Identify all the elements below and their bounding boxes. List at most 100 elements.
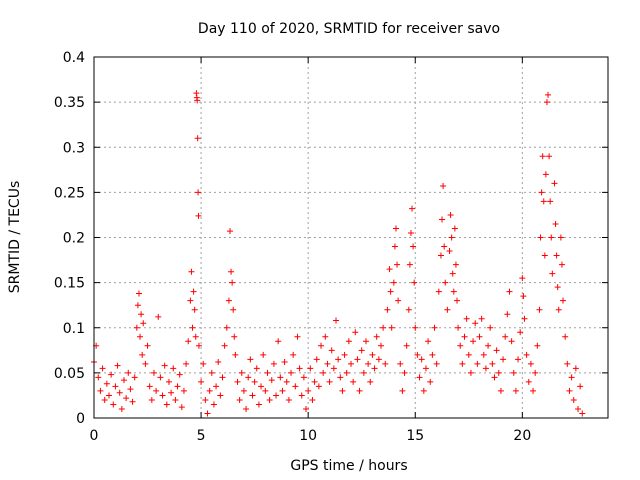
y-tick-label: 0.2 (63, 231, 85, 247)
data-point (95, 374, 102, 381)
y-tick-label: 0.15 (54, 276, 85, 292)
data-point (217, 392, 224, 399)
y-tick-label: 0 (76, 411, 85, 427)
data-point (305, 387, 312, 394)
data-point (150, 369, 157, 376)
data-point (123, 395, 130, 402)
data-point (195, 189, 202, 196)
data-point (258, 383, 265, 390)
data-point (348, 360, 354, 367)
data-point (264, 369, 271, 376)
data-point (416, 374, 423, 381)
data-point (521, 315, 528, 322)
data-point (572, 365, 579, 372)
data-point (517, 329, 524, 336)
data-point (362, 338, 369, 345)
data-point (545, 91, 552, 98)
data-point (200, 360, 207, 367)
data-point (354, 356, 361, 363)
data-point (387, 288, 394, 295)
data-point (236, 396, 243, 403)
data-point (431, 324, 438, 331)
data-point (188, 268, 195, 275)
data-point (547, 198, 554, 205)
data-point (223, 324, 230, 331)
data-point (125, 369, 132, 376)
x-tick-label: 5 (197, 428, 206, 444)
data-point (163, 401, 170, 408)
data-point (202, 396, 209, 403)
data-point (429, 351, 436, 358)
data-point (155, 313, 162, 320)
data-point (493, 347, 500, 354)
data-point (298, 392, 305, 399)
data-point (577, 383, 584, 390)
data-point (341, 351, 348, 358)
data-point (187, 297, 194, 304)
data-point (397, 360, 404, 367)
data-point (536, 306, 543, 313)
y-tick-labels: 0 0.05 0.1 0.15 0.2 0.25 0.3 0.35 0.4 (54, 50, 85, 427)
data-point (520, 293, 527, 300)
data-point (530, 387, 537, 394)
data-point (245, 374, 252, 381)
data-point (532, 369, 539, 376)
data-point (384, 306, 391, 313)
data-point (439, 216, 446, 223)
data-point (392, 225, 399, 232)
data-point (562, 333, 569, 340)
data-point (161, 362, 168, 369)
data-point (303, 405, 310, 412)
data-point (452, 261, 459, 268)
data-point (546, 153, 553, 160)
data-point (131, 374, 138, 381)
data-point (101, 396, 108, 403)
data-point (243, 405, 250, 412)
data-point (251, 378, 258, 385)
data-point (133, 324, 140, 331)
data-point (215, 359, 222, 366)
data-point (137, 333, 144, 340)
data-point (178, 404, 185, 411)
data-point (480, 351, 487, 358)
data-point (367, 378, 374, 385)
data-point (568, 374, 575, 381)
data-point (352, 329, 359, 336)
data-point (457, 342, 464, 349)
data-point (138, 311, 145, 318)
data-point (118, 405, 125, 412)
data-point (110, 401, 117, 408)
data-point (326, 378, 333, 385)
data-point (238, 369, 245, 376)
data-point (459, 360, 466, 367)
data-point (500, 356, 507, 363)
data-point (579, 410, 586, 417)
data-point (213, 383, 220, 390)
data-point (273, 392, 280, 399)
data-point (375, 356, 382, 363)
data-point (114, 362, 121, 369)
data-point (388, 324, 395, 331)
data-point (450, 288, 457, 295)
data-point (229, 279, 236, 286)
data-point (112, 383, 119, 390)
data-point (487, 324, 494, 331)
data-point (472, 320, 479, 327)
x-axis-label: GPS time / hours (290, 458, 407, 474)
data-point (135, 290, 142, 297)
data-point (491, 374, 498, 381)
axis-ticks (93, 56, 608, 419)
data-point (208, 369, 215, 376)
data-point (144, 342, 151, 349)
data-point (270, 360, 277, 367)
data-point (194, 135, 201, 142)
data-point (538, 189, 545, 196)
data-point (288, 369, 295, 376)
data-point (230, 306, 237, 313)
data-point (99, 365, 106, 372)
data-point (551, 180, 558, 187)
data-point (318, 342, 325, 349)
data-point (191, 306, 198, 313)
data-point (192, 333, 199, 340)
